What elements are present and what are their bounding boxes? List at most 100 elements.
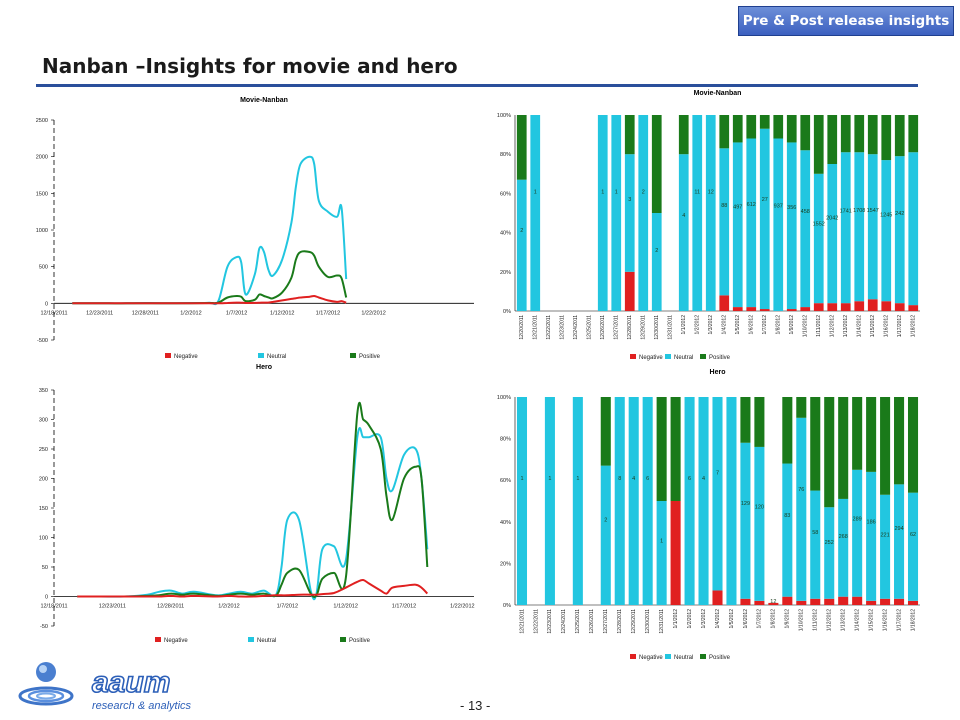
x-tick-label: 12/28/2011 <box>157 604 184 610</box>
x-tick-label: 1/5/2012 <box>729 609 735 629</box>
legend-swatch-positive <box>700 354 706 359</box>
y-tick-label: 250 <box>39 447 48 453</box>
bar-positive <box>880 397 891 495</box>
bar-positive <box>894 115 905 157</box>
y-tick-label: 150 <box>39 506 48 512</box>
data-label: 7 <box>716 470 719 476</box>
x-tick-label: 12/28/2011 <box>627 315 633 340</box>
bar-positive <box>624 115 635 155</box>
data-label: 252 <box>825 540 834 546</box>
data-label: 2 <box>604 517 607 523</box>
bar-negative <box>759 309 770 311</box>
x-tick-label: 12/30/2011 <box>645 609 651 634</box>
x-tick-label: 12/29/2011 <box>641 315 647 340</box>
bar-negative <box>881 301 892 311</box>
legend-swatch-neutral <box>248 637 254 642</box>
x-tick-label: 12/22/2011 <box>546 315 552 340</box>
legend-label: Positive <box>359 354 381 360</box>
bar-positive <box>773 115 784 139</box>
x-tick-label: 1/4/2012 <box>715 609 721 629</box>
bar-negative <box>782 596 793 605</box>
section-badge: Pre & Post release insights <box>738 6 954 36</box>
y-tick-label: 60% <box>500 478 511 484</box>
x-tick-label: 1/12/2012 <box>830 315 836 337</box>
bar-neutral <box>740 442 751 599</box>
data-label: 129 <box>741 501 750 507</box>
x-tick-label: 12/21/2011 <box>533 315 539 340</box>
legend-swatch-neutral <box>665 354 671 359</box>
legend-swatch-positive <box>340 637 346 642</box>
bar-negative <box>719 295 730 311</box>
y-tick-label: 500 <box>39 265 48 271</box>
x-tick-label: 1/2/2012 <box>695 315 701 335</box>
bar-neutral <box>786 142 797 310</box>
bar-negative <box>908 305 919 311</box>
legend-swatch-negative <box>630 654 636 659</box>
page-title: Nanban –Insights for movie and hero <box>42 54 458 78</box>
bar-positive <box>907 397 919 493</box>
bar-neutral <box>719 148 730 296</box>
data-label: 58 <box>812 530 818 536</box>
x-tick-label: 1/22/2012 <box>450 604 474 610</box>
bar-neutral <box>726 397 737 605</box>
legend-label: Negative <box>639 355 663 361</box>
data-label: 8 <box>618 476 621 482</box>
x-tick-label: 12/26/2011 <box>600 315 606 340</box>
bar-neutral <box>796 417 807 601</box>
bar-negative <box>786 309 797 311</box>
x-tick-label: 1/4/2012 <box>722 315 728 335</box>
x-tick-label: 12/18/2011 <box>40 310 67 316</box>
movie-bar-chart: Movie-Nanban 0% 20% 40% 60% 80% 100% 12/20/2011… <box>485 84 935 366</box>
data-label: 6 <box>688 476 691 482</box>
legend-label: Positive <box>709 655 731 661</box>
logo-word: aaum <box>92 666 170 699</box>
y-tick-label: 50 <box>42 565 48 571</box>
bar-negative <box>867 299 878 311</box>
data-label: 2 <box>642 189 645 195</box>
data-label: 3 <box>628 197 631 203</box>
legend-swatch-positive <box>350 353 356 358</box>
bar-neutral <box>810 490 821 599</box>
x-tick-label: 1/2/2012 <box>687 609 693 629</box>
bar-positive <box>600 397 611 466</box>
bar-positive <box>827 115 838 164</box>
bar-positive <box>800 115 811 151</box>
bar-neutral <box>600 465 611 605</box>
y-tick-label: 1500 <box>36 191 48 197</box>
data-label: 1547 <box>867 208 879 214</box>
bar-negative <box>670 501 681 605</box>
x-tick-label: 1/15/2012 <box>870 315 876 337</box>
bar-neutral <box>516 397 528 605</box>
y-tick-label: 60% <box>500 191 511 197</box>
movie-line-chart: Movie-Nanban -500 0 500 1000 1500 2000 2500 12/1… <box>20 90 480 365</box>
bar-negative <box>824 598 835 605</box>
x-tick-label: 12/23/2011 <box>86 310 113 316</box>
y-tick-label: 40% <box>500 520 511 526</box>
x-tick-label: 12/27/2011 <box>603 609 609 634</box>
y-tick-label: -50 <box>40 624 48 630</box>
x-tick-label: 1/2/2012 <box>218 604 239 610</box>
legend-label: Negative <box>164 638 188 644</box>
bar-neutral <box>800 150 811 308</box>
bar-negative <box>840 303 851 311</box>
data-label: 612 <box>747 202 756 208</box>
bar-positive <box>852 397 863 470</box>
legend-label: Negative <box>639 655 663 661</box>
bar-neutral <box>684 397 695 605</box>
bar-neutral <box>866 471 877 601</box>
x-tick-label: 12/28/2011 <box>617 609 623 634</box>
series-line-negative <box>72 294 347 305</box>
data-label: 1 <box>576 476 579 482</box>
data-label: 268 <box>839 534 848 540</box>
x-tick-label: 1/2/2012 <box>180 310 201 316</box>
bar-positive <box>670 397 681 501</box>
aaum-logo: aaum research & analytics <box>10 652 210 714</box>
x-tick-label: 12/23/2011 <box>547 609 553 634</box>
data-label: 289 <box>853 517 862 523</box>
bar-positive <box>813 115 824 174</box>
x-tick-label: 1/9/2012 <box>785 609 791 629</box>
x-tick-label: 1/7/2012 <box>762 315 768 335</box>
bar-neutral <box>516 179 527 311</box>
x-tick-label: 1/22/2012 <box>361 310 385 316</box>
x-tick-label: 1/15/2012 <box>868 609 874 631</box>
